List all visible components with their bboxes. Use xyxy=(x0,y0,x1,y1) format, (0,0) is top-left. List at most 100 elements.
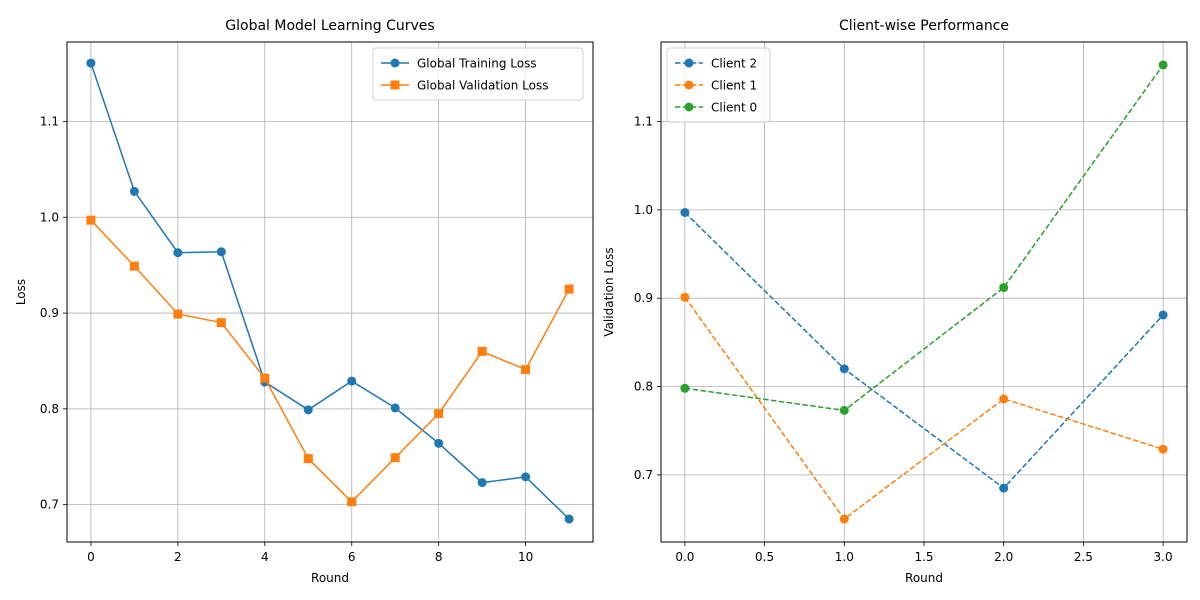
y-tick-label: 1.1 xyxy=(40,115,59,129)
data-point xyxy=(434,409,444,419)
data-point xyxy=(564,514,574,524)
data-point xyxy=(303,405,313,415)
y-tick-label: 0.9 xyxy=(40,306,59,320)
series-layer xyxy=(680,60,1168,524)
legend-label: Client 0 xyxy=(711,101,757,115)
data-point xyxy=(86,215,96,225)
x-tick-label: 6 xyxy=(348,550,356,564)
series-line xyxy=(684,211,1164,490)
data-point xyxy=(564,284,574,294)
series-client-1 xyxy=(680,292,1168,524)
y-axis-label: Validation Loss xyxy=(602,247,616,336)
data-point xyxy=(434,438,444,448)
x-tick-label: 2 xyxy=(174,550,182,564)
data-point xyxy=(999,283,1009,293)
y-tick-label: 0.7 xyxy=(40,498,59,512)
legend: Global Training Loss Global Validation Lo… xyxy=(372,47,584,101)
chart-title: Client-wise Performance xyxy=(839,18,1009,34)
series-line xyxy=(90,62,570,520)
data-point xyxy=(173,248,183,258)
series-line xyxy=(90,219,570,503)
data-point xyxy=(999,483,1009,493)
data-point xyxy=(216,318,226,328)
data-point xyxy=(347,497,357,507)
legend-marker xyxy=(684,58,694,68)
data-point xyxy=(521,472,531,482)
y-tick-label: 1.0 xyxy=(40,210,59,224)
tick-layer: 0.0 0.5 1.0 1.5 2.0 2.5 3.0 0.7 0.8 0.9 1.0 1.1 xyxy=(634,115,1173,564)
y-tick-label: 0.8 xyxy=(40,402,59,416)
data-point xyxy=(680,207,690,217)
series-layer xyxy=(86,58,574,524)
global-learning-curves-chart: 0 2 4 6 8 10 0.7 0.8 0.9 1.0 1.1 Global Model Lear… xyxy=(14,18,594,585)
series-line xyxy=(684,64,1164,412)
series-client-2 xyxy=(680,207,1168,493)
data-point xyxy=(347,376,357,386)
x-axis-label: Round xyxy=(311,571,349,585)
legend-label: Global Training Loss xyxy=(417,57,537,71)
legend-label: Client 2 xyxy=(711,57,757,71)
tick-layer: 0 2 4 6 8 10 0.7 0.8 0.9 1.0 1.1 xyxy=(40,115,533,564)
data-point xyxy=(521,365,531,375)
x-tick-label: 1.5 xyxy=(914,550,933,564)
series-global-validation-loss xyxy=(86,215,574,507)
legend-entry: Global Training Loss xyxy=(381,57,537,71)
x-tick-label: 4 xyxy=(261,550,269,564)
plot-frame xyxy=(66,41,594,543)
data-point xyxy=(1158,444,1168,454)
y-tick-label: 1.1 xyxy=(634,115,653,129)
data-point xyxy=(173,309,183,319)
data-point xyxy=(86,58,96,68)
data-point xyxy=(477,346,487,356)
data-point xyxy=(129,261,139,271)
series-global-training-loss xyxy=(86,58,574,524)
legend-box xyxy=(372,47,584,101)
x-tick-label: 0 xyxy=(87,550,95,564)
data-point xyxy=(390,403,400,413)
data-point xyxy=(303,454,313,464)
legend-marker xyxy=(684,102,694,112)
legend-marker xyxy=(684,80,694,90)
y-axis-label: Loss xyxy=(14,279,28,305)
legend-label: Client 1 xyxy=(711,79,757,93)
legend: Client 2 Client 1 Client 0 xyxy=(666,47,771,123)
data-point xyxy=(839,364,849,374)
y-tick-label: 0.9 xyxy=(634,291,653,305)
data-point xyxy=(839,514,849,524)
legend-entry: Client 2 xyxy=(675,57,757,71)
legend-box xyxy=(666,47,771,123)
data-point xyxy=(680,383,690,393)
data-point xyxy=(999,394,1009,404)
data-point xyxy=(1158,60,1168,70)
y-tick-label: 1.0 xyxy=(634,203,653,217)
x-tick-label: 0.0 xyxy=(675,550,694,564)
data-point xyxy=(839,405,849,415)
y-tick-label: 0.8 xyxy=(634,380,653,394)
legend-label: Global Validation Loss xyxy=(417,79,548,93)
x-tick-label: 8 xyxy=(435,550,443,564)
legend-marker xyxy=(390,58,400,68)
data-point xyxy=(129,186,139,196)
series-client-0 xyxy=(680,60,1168,415)
grid-lines xyxy=(67,42,593,542)
x-tick-label: 1.0 xyxy=(835,550,854,564)
chart-title: Global Model Learning Curves xyxy=(225,18,434,34)
legend-entry: Client 0 xyxy=(675,101,757,115)
data-point xyxy=(680,292,690,302)
legend-entry: Global Validation Loss xyxy=(381,79,548,93)
data-point xyxy=(477,478,487,488)
x-tick-label: 3.0 xyxy=(1154,550,1173,564)
data-point xyxy=(390,453,400,463)
legend-entry: Client 1 xyxy=(675,79,757,93)
y-tick-label: 0.7 xyxy=(634,468,653,482)
series-line xyxy=(684,296,1164,521)
x-axis-label: Round xyxy=(905,571,943,585)
x-tick-label: 0.5 xyxy=(755,550,774,564)
legend-marker xyxy=(390,80,400,90)
data-point xyxy=(216,247,226,257)
x-tick-label: 2.0 xyxy=(994,550,1013,564)
x-tick-label: 2.5 xyxy=(1074,550,1093,564)
client-performance-chart: 0.0 0.5 1.0 1.5 2.0 2.5 3.0 0.7 0.8 0.9 1.0 1.1 Cli… xyxy=(602,18,1188,585)
x-tick-label: 10 xyxy=(518,550,533,564)
